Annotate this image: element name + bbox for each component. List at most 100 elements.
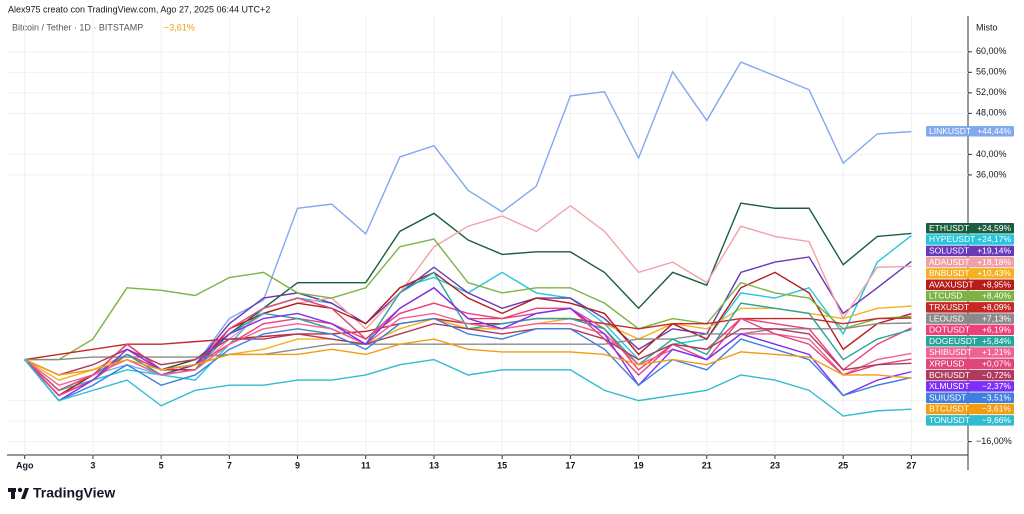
y-tick-label: 40,00% — [976, 149, 1007, 159]
legend-label: XRPUSD — [929, 358, 964, 368]
value-label: +7,13% — [982, 313, 1012, 323]
end-label: BNBUSDT +10,43% — [926, 268, 1014, 279]
label-box — [926, 125, 1014, 137]
x-tick-label: 15 — [497, 460, 507, 470]
value-label: +24,59% — [977, 223, 1011, 233]
series-line — [24, 317, 912, 402]
end-label: TONUSDT −9,66% — [926, 415, 1014, 426]
label-box — [926, 268, 1014, 279]
series-line — [24, 322, 912, 376]
x-tick-label: 27 — [906, 460, 916, 470]
series-line — [24, 271, 912, 397]
legend-label: XLMUSDT — [929, 381, 970, 391]
label-box — [926, 403, 1014, 415]
y-tick-label: 60,00% — [976, 46, 1007, 56]
series-line — [24, 358, 912, 417]
value-label: +19,14% — [977, 245, 1011, 255]
x-tick-label: Ago — [16, 460, 34, 470]
value-label: +1,21% — [982, 347, 1012, 357]
legend-label: TONUSDT — [929, 415, 970, 425]
series-line — [24, 338, 912, 379]
x-tick-label: 5 — [159, 460, 164, 470]
value-label: −3,61% — [982, 404, 1012, 414]
x-tick-label: 13 — [429, 460, 439, 470]
value-label: +6,19% — [982, 325, 1012, 335]
x-tick-label: 19 — [634, 460, 644, 470]
x-tick-label: 25 — [838, 460, 848, 470]
end-label: ETHUSDT +24,59% — [926, 223, 1014, 234]
label-box — [926, 222, 1014, 234]
legend-label: DOGEUSDT — [929, 336, 977, 346]
series-line — [24, 238, 912, 361]
label-box — [926, 302, 1014, 313]
scale-mode: Misto — [976, 22, 998, 32]
x-tick-label: 3 — [90, 460, 95, 470]
series-line — [24, 322, 912, 361]
x-tick-label: 21 — [702, 460, 712, 470]
series-line — [24, 256, 912, 397]
caption: Alex975 creato con TradingView.com, Ago … — [8, 4, 270, 14]
value-label: −9,66% — [982, 415, 1012, 425]
legend-label: DOTUSDT — [929, 325, 970, 335]
y-tick-label: −16,00% — [976, 436, 1012, 446]
value-label: +44,44% — [977, 126, 1011, 136]
end-label: TRXUSDT +8,09% — [926, 302, 1014, 313]
label-box — [926, 369, 1014, 381]
end-label: SUIUSDT −3,51% — [926, 392, 1014, 403]
legend-label: BTCUSDT — [929, 404, 969, 414]
value-label: +0,07% — [982, 358, 1012, 368]
legend-label: ETHUSDT — [929, 223, 969, 233]
legend-label: SHIBUSDT — [929, 347, 972, 357]
label-box — [926, 381, 1014, 392]
end-label: SOLUSDT +19,14% — [926, 245, 1014, 257]
label-box — [926, 347, 1014, 358]
legend-label: TRXUSDT — [929, 302, 969, 312]
change: −3,61% — [164, 22, 195, 32]
end-label: LEOUSD +7,13% — [926, 313, 1014, 324]
x-tick-label: 17 — [565, 460, 575, 470]
label-box — [926, 392, 1014, 403]
label-box — [926, 234, 1014, 245]
x-tick-label: 23 — [770, 460, 780, 470]
x-tick-label: 11 — [361, 460, 371, 470]
x-tick-label: 7 — [227, 460, 232, 470]
legend-label: BNBUSDT — [929, 268, 970, 278]
legend-label: AVAXUSDT — [929, 279, 974, 289]
value-label: +8,95% — [982, 279, 1012, 289]
symbol: Bitcoin / Tether · 1D · BITSTAMP — [12, 22, 143, 32]
label-box — [926, 313, 1014, 324]
legend-label: HYPEUSDT — [929, 234, 975, 244]
label-box — [926, 335, 1014, 347]
end-label: DOGEUSDT +5,84% — [926, 336, 1014, 347]
legend-label: LTCUSD — [929, 291, 962, 301]
label-box — [926, 279, 1014, 290]
end-label: AVAXUSDT +8,95% — [926, 279, 1014, 290]
label-box — [926, 290, 1014, 302]
end-label: XRPUSD +0,07% — [926, 358, 1014, 370]
end-label: ADAUSDT +18,18% — [926, 257, 1014, 268]
end-label: XLMUSDT −2,37% — [926, 381, 1014, 392]
value-label: +24,17% — [977, 234, 1011, 244]
label-box — [926, 415, 1014, 426]
value-label: −2,37% — [982, 381, 1012, 391]
legend-label: ADAUSDT — [929, 257, 970, 267]
legend-label: LEOUSD — [929, 313, 964, 323]
label-box — [926, 358, 1014, 370]
series-line — [24, 202, 912, 397]
legend-label: LINKUSDT — [929, 126, 971, 136]
y-tick-label: 56,00% — [976, 67, 1007, 77]
value-label: −3,51% — [982, 392, 1012, 402]
end-label: HYPEUSDT +24,17% — [926, 234, 1014, 245]
label-box — [926, 324, 1014, 336]
legend-label: SUIUSDT — [929, 392, 966, 402]
legend-label: SOLUSDT — [929, 245, 969, 255]
value-label: +5,84% — [982, 336, 1012, 346]
value-label: +8,40% — [982, 291, 1012, 301]
x-tick-label: 9 — [295, 460, 300, 470]
label-box — [926, 245, 1014, 257]
logo — [8, 487, 29, 499]
series-line — [24, 312, 912, 387]
end-label: DOTUSDT +6,19% — [926, 325, 1014, 336]
